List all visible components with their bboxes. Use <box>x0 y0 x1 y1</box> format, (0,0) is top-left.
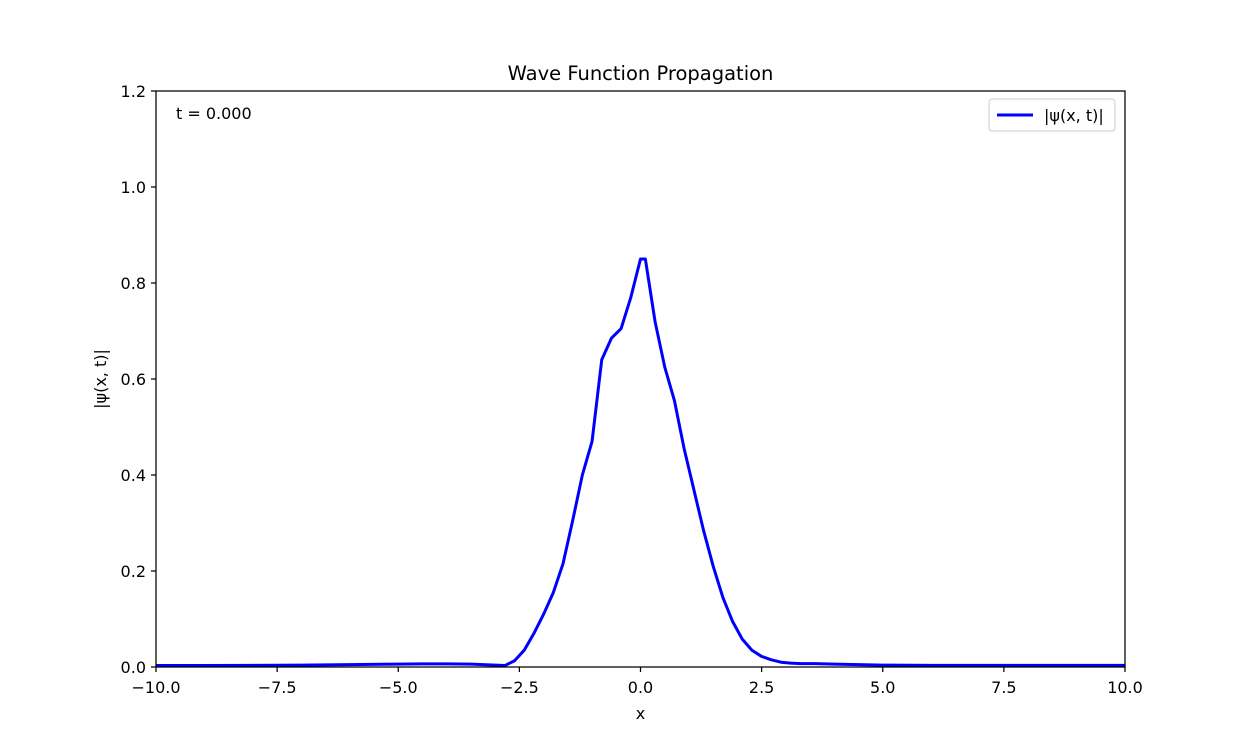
y-tick-label: 1.2 <box>121 82 146 101</box>
y-axis-label: |ψ(x, t)| <box>91 349 110 409</box>
x-tick-label: 2.5 <box>749 678 774 697</box>
axis-ticks: −10.0 −7.5 −5.0 −2.5 0.0 2.5 5.0 7.5 10.0 0.0 0.2 0… <box>121 82 1143 697</box>
x-tick-label: 5.0 <box>870 678 895 697</box>
legend: |ψ(x, t)| <box>988 98 1116 132</box>
x-tick-label: −7.5 <box>258 678 297 697</box>
x-tick-label: −10.0 <box>131 678 180 697</box>
chart-title: Wave Function Propagation <box>508 62 774 85</box>
x-tick-label: 7.5 <box>991 678 1016 697</box>
series-line-0 <box>156 257 1125 667</box>
time-annotation: t = 0.000 <box>176 104 252 123</box>
x-tick-label: −2.5 <box>500 678 539 697</box>
plot-series <box>156 257 1125 667</box>
x-tick-label: 0.0 <box>628 678 653 697</box>
legend-entry-label: |ψ(x, t)| <box>1044 106 1104 125</box>
x-tick-label: −5.0 <box>379 678 418 697</box>
y-tick-label: 0.4 <box>121 466 146 485</box>
y-tick-label: 0.6 <box>121 370 146 389</box>
legend-box <box>988 98 1116 132</box>
y-tick-label: 0.8 <box>121 274 146 293</box>
y-tick-label: 0.0 <box>121 658 146 677</box>
y-tick-label: 1.0 <box>121 178 146 197</box>
x-axis-label: x <box>636 704 645 723</box>
y-tick-label: 0.2 <box>121 562 146 581</box>
x-tick-label: 10.0 <box>1107 678 1143 697</box>
axes-frame <box>155 90 1126 668</box>
